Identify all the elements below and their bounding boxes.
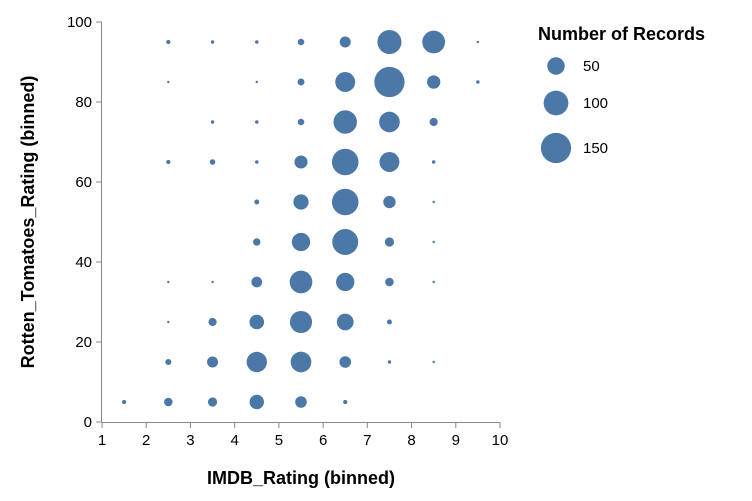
data-point: [295, 396, 307, 408]
data-point: [432, 280, 435, 284]
data-point: [251, 276, 263, 288]
data-point: [383, 195, 396, 209]
y-tick-label: 0: [84, 414, 92, 431]
data-point: [210, 40, 215, 44]
legend-label: 50: [583, 58, 600, 75]
data-point: [476, 80, 480, 84]
data-point: [208, 317, 217, 327]
legend-symbol: [547, 57, 565, 75]
data-point: [255, 120, 259, 124]
data-point: [293, 194, 309, 210]
data-point: [291, 232, 311, 252]
data-point: [209, 159, 216, 165]
data-point: [331, 148, 359, 176]
data-point: [387, 360, 392, 364]
data-point: [379, 111, 400, 133]
data-point: [255, 80, 259, 84]
data-point: [335, 72, 356, 92]
data-point: [121, 399, 127, 405]
legend: Number of Records 50 100 150: [538, 24, 705, 164]
legend-label: 150: [583, 140, 608, 157]
data-point: [432, 360, 435, 364]
data-point: [333, 110, 357, 134]
data-point: [379, 152, 400, 172]
x-tick-label: 7: [363, 432, 371, 449]
data-point: [385, 277, 394, 287]
data-point: [164, 397, 173, 407]
data-point: [377, 29, 402, 55]
data-point: [210, 120, 215, 124]
data-point: [167, 80, 170, 84]
data-point: [336, 272, 355, 292]
data-point: [207, 356, 219, 368]
data-point: [289, 270, 313, 294]
data-point: [255, 160, 259, 164]
data-point: [249, 394, 264, 410]
x-tick-label: 1: [98, 432, 106, 449]
data-point: [166, 39, 171, 45]
legend-label: 100: [583, 95, 608, 112]
legend-title: Number of Records: [538, 24, 705, 44]
x-tick-label: 4: [230, 432, 238, 449]
data-point: [294, 155, 308, 169]
data-point: [431, 160, 436, 164]
x-tick-label: 3: [186, 432, 194, 449]
data-point: [332, 229, 359, 255]
data-point: [165, 358, 172, 366]
data-point: [384, 237, 395, 247]
data-point: [255, 40, 259, 44]
data-point: [297, 38, 305, 46]
data-point: [429, 117, 438, 127]
data-point: [290, 351, 312, 373]
data-point: [289, 310, 313, 334]
data-point: [207, 397, 218, 407]
x-tick-label: 8: [407, 432, 415, 449]
x-tick-label: 5: [275, 432, 283, 449]
data-point: [253, 238, 261, 246]
x-tick-label: 6: [319, 432, 327, 449]
y-tick-label: 80: [75, 94, 92, 111]
data-point: [339, 356, 352, 368]
legend-symbol: [540, 132, 572, 164]
data-point: [297, 78, 305, 86]
data-point: [336, 313, 354, 331]
data-point: [339, 36, 351, 48]
data-point: [166, 159, 171, 165]
data-point: [211, 280, 214, 284]
x-tick-label: 10: [492, 432, 509, 449]
data-point: [386, 319, 392, 325]
y-axis-title: Rotten_Tomatoes_Rating (binned): [18, 76, 38, 369]
data-point: [432, 240, 435, 244]
legend-symbol: [543, 90, 569, 116]
data-point: [331, 188, 359, 216]
data-point: [476, 40, 480, 44]
data-point: [432, 200, 435, 204]
y-tick-label: 60: [75, 174, 92, 191]
data-point: [422, 30, 446, 54]
x-tick-label: 2: [142, 432, 150, 449]
x-axis-title: IMDB_Rating (binned): [207, 468, 395, 488]
data-points-layer: [121, 29, 480, 410]
data-point: [167, 320, 170, 324]
data-point: [167, 280, 170, 284]
y-tick-label: 20: [75, 334, 92, 351]
data-point: [246, 351, 267, 373]
y-tick-label: 100: [67, 14, 92, 31]
x-tick-label: 9: [452, 432, 460, 449]
data-point: [297, 118, 305, 126]
y-tick-label: 40: [75, 254, 92, 271]
data-point: [249, 314, 265, 330]
data-point: [427, 75, 441, 89]
data-point: [374, 66, 405, 98]
data-point: [343, 399, 348, 405]
data-point: [254, 199, 260, 205]
